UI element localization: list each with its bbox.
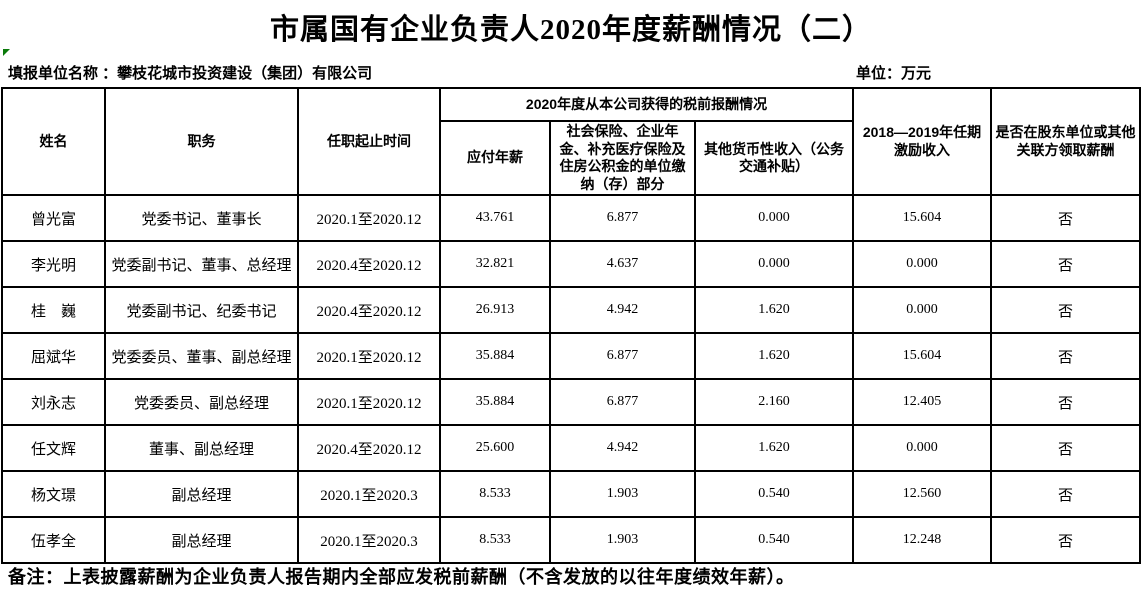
cell-other-cash: 1.620	[693, 286, 855, 334]
cell-insurance: 4.942	[549, 424, 696, 472]
table-row: 曾光富 党委书记、董事长 2020.1至2020.12 43.761 6.877 0.00…	[1, 194, 1142, 242]
cell-other-cash: 2.160	[693, 378, 855, 426]
cell-incentive: 12.248	[852, 516, 993, 564]
cell-term: 2020.4至2020.12	[297, 286, 441, 334]
header-incentive: 2018—2019年任期激励收入	[852, 87, 993, 196]
cell-position: 党委委员、副总经理	[104, 378, 299, 426]
cell-annual-salary: 32.821	[439, 240, 551, 288]
cell-related-pay: 否	[990, 470, 1142, 518]
table-row: 杨文璟 副总经理 2020.1至2020.3 8.533 1.903 0.540 12.56…	[1, 470, 1142, 518]
cell-related-pay: 否	[990, 378, 1142, 426]
salary-table: 姓名 职务 任职起止时间 2020年度从本公司获得的税前报酬情况 2018—20…	[1, 87, 1142, 564]
cell-annual-salary: 8.533	[439, 516, 551, 564]
cell-name: 李光明	[1, 240, 106, 288]
cell-related-pay: 否	[990, 194, 1142, 242]
cell-term: 2020.4至2020.12	[297, 424, 441, 472]
cell-insurance: 1.903	[549, 516, 696, 564]
cell-insurance: 4.942	[549, 286, 696, 334]
cell-other-cash: 0.540	[693, 516, 855, 564]
cell-name: 刘永志	[1, 378, 106, 426]
cell-name: 杨文璟	[1, 470, 106, 518]
cell-related-pay: 否	[990, 516, 1142, 564]
cell-term: 2020.4至2020.12	[297, 240, 441, 288]
table-row: 任文辉 董事、副总经理 2020.4至2020.12 25.600 4.942 1.620…	[1, 424, 1142, 472]
cell-term: 2020.1至2020.12	[297, 194, 441, 242]
header-term: 任职起止时间	[297, 87, 441, 196]
cell-incentive: 0.000	[852, 240, 993, 288]
cell-position: 副总经理	[104, 470, 299, 518]
table-row: 屈斌华 党委委员、董事、副总经理 2020.1至2020.12 35.884 6.877…	[1, 332, 1142, 380]
table-row: 李光明 党委副书记、董事、总经理 2020.4至2020.12 32.821 4.637…	[1, 240, 1142, 288]
table-body: 曾光富 党委书记、董事长 2020.1至2020.12 43.761 6.877 0.00…	[1, 194, 1142, 564]
cell-position: 党委委员、董事、副总经理	[104, 332, 299, 380]
cell-name: 桂 巍	[1, 286, 106, 334]
cell-annual-salary: 35.884	[439, 332, 551, 380]
cell-position: 党委副书记、纪委书记	[104, 286, 299, 334]
cell-incentive: 0.000	[852, 286, 993, 334]
table-row: 桂 巍党委副书记、纪委书记 2020.4至2020.12 26.913 4.942 1.…	[1, 286, 1142, 334]
cell-name: 曾光富	[1, 194, 106, 242]
info-row: 填报单位名称 ：攀枝花城市投资建设（集团）有限公司 单位：万元	[0, 60, 1142, 84]
cell-insurance: 6.877	[549, 332, 696, 380]
cell-name: 任文辉	[1, 424, 106, 472]
cell-other-cash: 0.540	[693, 470, 855, 518]
cell-other-cash: 0.000	[693, 240, 855, 288]
cell-related-pay: 否	[990, 286, 1142, 334]
cell-position: 党委副书记、董事、总经理	[104, 240, 299, 288]
footnote: 备注：上表披露薪酬为企业负责人报告期内全部应发税前薪酬（不含发放的以往年度绩效年…	[8, 567, 795, 587]
unit-of-measure-label: 单位：万元	[856, 65, 932, 82]
cell-annual-salary: 43.761	[439, 194, 551, 242]
cell-insurance: 4.637	[549, 240, 696, 288]
cell-name: 屈斌华	[1, 332, 106, 380]
cell-incentive: 15.604	[852, 332, 993, 380]
header-pretax-group: 2020年度从本公司获得的税前报酬情况	[438, 87, 855, 122]
header-annual-salary: 应付年薪	[439, 120, 551, 196]
cell-position: 党委书记、董事长	[104, 194, 299, 242]
cell-incentive: 12.560	[852, 470, 993, 518]
header-name: 姓名	[1, 87, 106, 196]
cell-related-pay: 否	[990, 332, 1142, 380]
cell-related-pay: 否	[990, 240, 1142, 288]
cell-other-cash: 1.620	[693, 332, 855, 380]
cell-name: 伍孝全	[1, 516, 106, 564]
green-corner-marker-icon	[3, 49, 10, 56]
cell-annual-salary: 8.533	[439, 470, 551, 518]
cell-insurance: 1.903	[549, 470, 696, 518]
table-row: 刘永志 党委委员、副总经理 2020.1至2020.12 35.884 6.877 2.1…	[1, 378, 1142, 426]
cell-related-pay: 否	[990, 424, 1142, 472]
table-row: 伍孝全 副总经理 2020.1至2020.3 8.533 1.903 0.540 12.24…	[1, 516, 1142, 564]
reporting-unit-label: 填报单位名称 ：攀枝花城市投资建设（集团）有限公司	[8, 65, 373, 82]
cell-other-cash: 1.620	[693, 424, 855, 472]
cell-annual-salary: 26.913	[439, 286, 551, 334]
cell-incentive: 12.405	[852, 378, 993, 426]
cell-other-cash: 0.000	[693, 194, 855, 242]
cell-annual-salary: 25.600	[439, 424, 551, 472]
header-insurance: 社会保险、企业年金、补充医疗保险及住房公积金的单位缴纳（存）部分	[549, 120, 696, 196]
cell-incentive: 15.604	[852, 194, 993, 242]
cell-term: 2020.1至2020.3	[297, 516, 441, 564]
cell-annual-salary: 35.884	[439, 378, 551, 426]
cell-incentive: 0.000	[852, 424, 993, 472]
header-other-cash: 其他货币性收入（公务交通补贴）	[693, 120, 855, 196]
cell-position: 董事、副总经理	[104, 424, 299, 472]
cell-insurance: 6.877	[549, 194, 696, 242]
cell-term: 2020.1至2020.3	[297, 470, 441, 518]
cell-insurance: 6.877	[549, 378, 696, 426]
cell-term: 2020.1至2020.12	[297, 378, 441, 426]
table-header: 姓名 职务 任职起止时间 2020年度从本公司获得的税前报酬情况 2018—20…	[1, 87, 1142, 196]
cell-position: 副总经理	[104, 516, 299, 564]
cell-term: 2020.1至2020.12	[297, 332, 441, 380]
header-position: 职务	[104, 87, 299, 196]
header-related-pay: 是否在股东单位或其他关联方领取薪酬	[990, 87, 1142, 196]
page-title: 市属国有企业负责人2020年度薪酬情况（二）	[269, 14, 872, 46]
